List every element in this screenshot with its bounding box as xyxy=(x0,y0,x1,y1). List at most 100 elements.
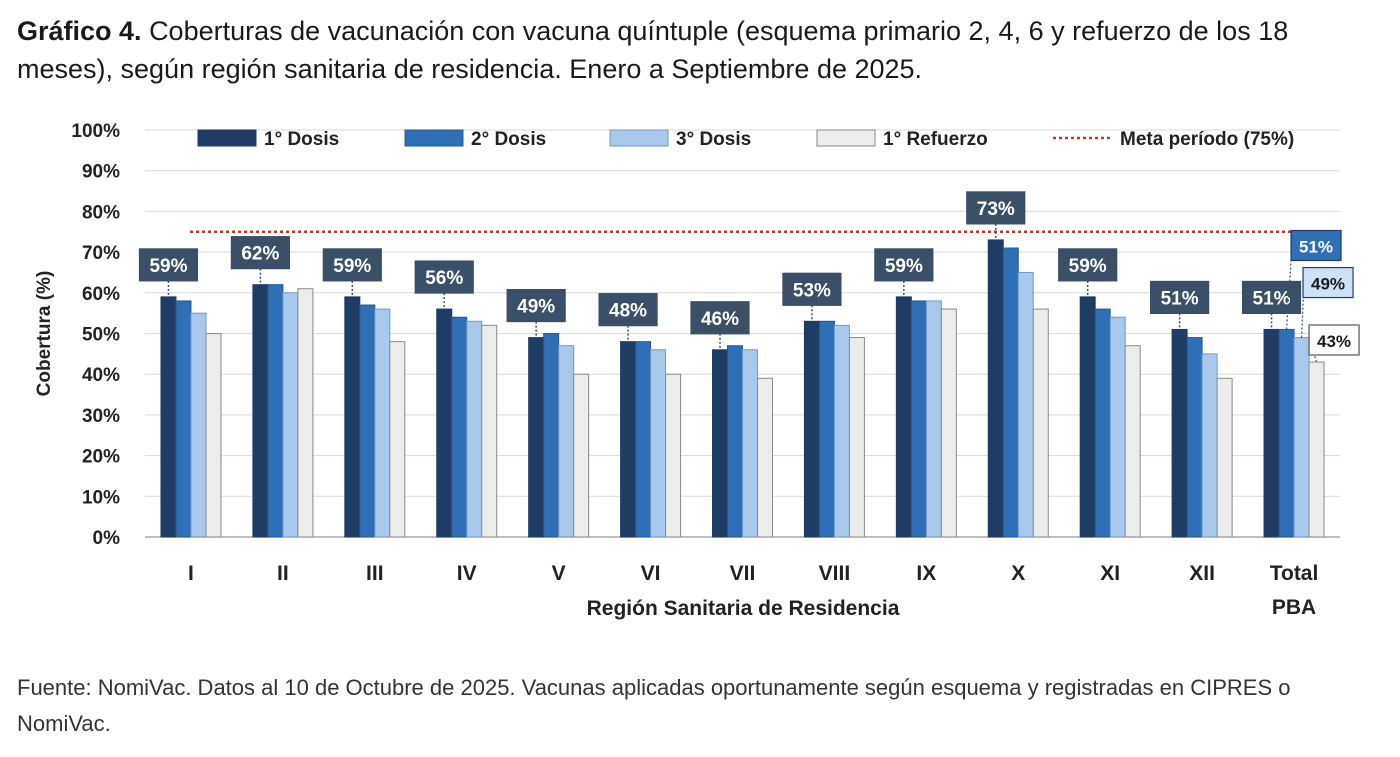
y-tick-label: 70% xyxy=(82,243,120,264)
bar-1 xyxy=(1263,328,1280,538)
bar-3 xyxy=(1201,353,1218,538)
bar-1 xyxy=(620,341,637,538)
bar-3 xyxy=(742,349,758,538)
bar-3 xyxy=(1293,337,1310,538)
bar-1 xyxy=(987,239,1004,538)
chart-title-label: Gráfico 4. xyxy=(17,16,142,46)
data-label-box xyxy=(782,272,842,306)
chart-title-text: Coberturas de vacunación con vacuna quín… xyxy=(17,16,1289,84)
bar-3 xyxy=(190,312,207,538)
bar-3 xyxy=(650,349,667,538)
x-tick-label: VIII xyxy=(819,562,851,585)
data-label-box xyxy=(966,191,1026,225)
bar-3 xyxy=(282,292,299,538)
bar-2 xyxy=(635,341,652,538)
bar-2 xyxy=(1002,247,1019,538)
source-note: Fuente: NomiVac. Datos al 10 de Octubre … xyxy=(17,675,1291,736)
bar-4 xyxy=(1308,361,1325,538)
y-axis-title: Cobertura (%) xyxy=(34,271,55,397)
chart-title: Gráfico 4. Coberturas de vacunación con … xyxy=(17,12,1387,88)
data-label: 48% xyxy=(609,301,647,322)
bar-2 xyxy=(1094,308,1111,538)
x-tick-label: IX xyxy=(916,562,936,585)
bar-4 xyxy=(848,337,865,538)
x-axis-title: Región Sanitaria de Residencia xyxy=(587,597,900,620)
bar-4 xyxy=(389,341,406,538)
data-label: 59% xyxy=(1069,256,1107,277)
bar-3 xyxy=(833,324,850,538)
vaccination-coverage-chart: 0% 10% 20% 30% 40% 50% 60% 70% 80% 90% 100% Cobertu… xyxy=(34,121,1360,620)
bar-4 xyxy=(757,377,773,538)
bar-3 xyxy=(925,300,942,538)
bar-1 xyxy=(1079,296,1096,538)
data-label-box xyxy=(690,301,750,335)
data-label-box xyxy=(414,260,474,294)
bar-3 xyxy=(374,308,391,538)
x-tick-label: VI xyxy=(641,562,661,585)
bar-2 xyxy=(267,284,284,538)
data-label: 53% xyxy=(793,280,831,301)
data-label: 46% xyxy=(701,309,739,330)
y-tick-label: 40% xyxy=(82,365,120,386)
x-tick-label: I xyxy=(188,562,194,585)
x-tick-label: V xyxy=(552,562,566,585)
bar-1 xyxy=(895,296,912,538)
data-label: 59% xyxy=(333,256,371,277)
bar-3 xyxy=(466,320,483,538)
bar-4 xyxy=(940,308,957,538)
x-tick-label: II xyxy=(277,562,289,585)
data-label-box xyxy=(230,236,290,270)
y-tick-label: 100% xyxy=(71,121,120,142)
bar-4 xyxy=(481,324,498,538)
data-label-box xyxy=(598,293,658,327)
bar-4 xyxy=(297,288,314,538)
y-tick-label: 60% xyxy=(82,284,120,305)
y-tick-label: 50% xyxy=(82,325,120,346)
data-label-box xyxy=(1150,280,1210,315)
data-label-box xyxy=(322,248,382,282)
y-tick-label: 20% xyxy=(82,447,120,468)
bar-2 xyxy=(1278,328,1295,538)
data-label: 56% xyxy=(425,268,463,289)
bar-4 xyxy=(573,373,590,538)
bar-4 xyxy=(205,333,222,538)
data-label: 73% xyxy=(977,199,1015,220)
data-label-box xyxy=(506,288,566,323)
bar-2 xyxy=(818,320,835,538)
x-tick-label: X xyxy=(1011,562,1025,585)
data-label: 51% xyxy=(1161,288,1199,309)
data-label-total-box xyxy=(1302,266,1354,299)
y-tick-label: 0% xyxy=(93,528,121,549)
bar-1 xyxy=(252,284,269,538)
bar-1 xyxy=(712,349,728,538)
bar-2 xyxy=(451,316,468,538)
x-tick-label: VII xyxy=(730,562,756,585)
data-label-box xyxy=(1058,248,1118,282)
bar-3 xyxy=(1017,271,1034,538)
x-tick-label: III xyxy=(366,562,384,585)
bar-4 xyxy=(1124,345,1141,538)
data-label-box xyxy=(138,248,199,282)
bar-1 xyxy=(1171,328,1188,538)
bar-2 xyxy=(175,300,192,538)
data-label: 62% xyxy=(241,244,279,265)
x-tick-label: PBA xyxy=(1272,596,1316,619)
bar-1 xyxy=(344,296,361,538)
bar-2 xyxy=(543,333,560,538)
data-label: 59% xyxy=(885,256,923,277)
bar-2 xyxy=(910,300,927,538)
bar-3 xyxy=(1109,316,1126,538)
bar-2 xyxy=(727,345,743,538)
legend-label: 3° Dosis xyxy=(676,129,751,150)
bar-3 xyxy=(558,345,575,538)
data-label-box xyxy=(1241,280,1302,315)
data-label-total: 43% xyxy=(1317,332,1351,351)
bar-1 xyxy=(803,320,820,538)
data-label-total-box xyxy=(1290,229,1342,262)
bar-4 xyxy=(1216,377,1233,538)
data-label: 49% xyxy=(517,297,555,318)
bar-1 xyxy=(160,296,177,538)
bar-2 xyxy=(359,304,376,538)
x-tick-label: XI xyxy=(1100,562,1120,585)
bar-4 xyxy=(665,373,682,538)
